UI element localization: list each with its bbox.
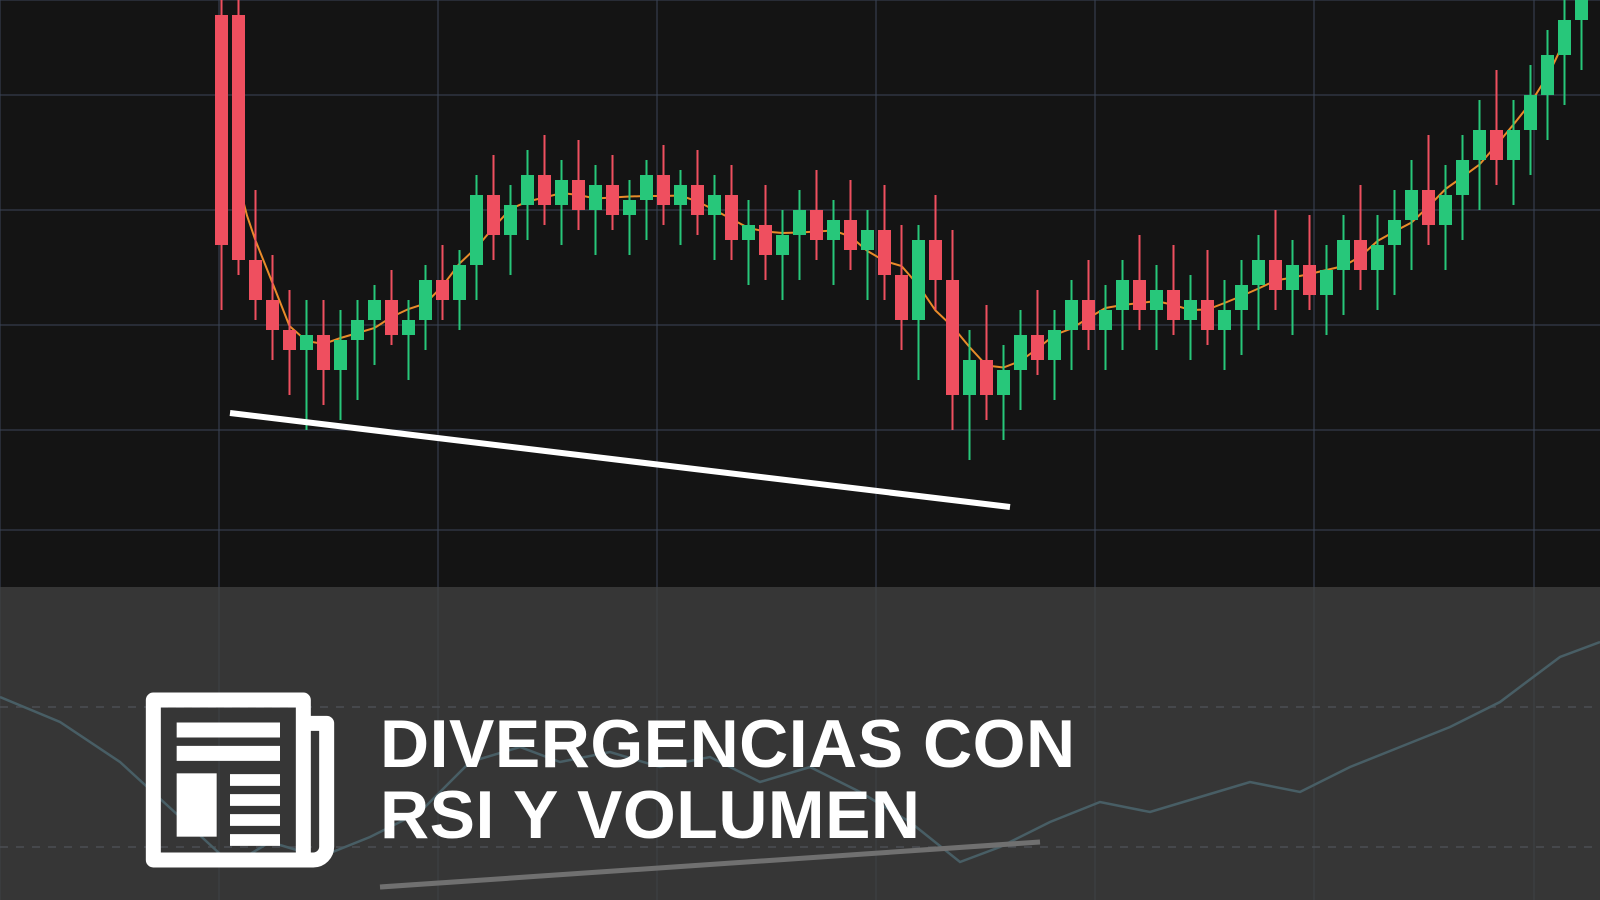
price-chart-panel: [0, 0, 1600, 587]
headline-line-1: DIVERGENCIAS CON: [380, 709, 1076, 780]
headline-text: DIVERGENCIAS CON RSI Y VOLUMEN: [380, 709, 1076, 852]
headline-line-2: RSI Y VOLUMEN: [380, 780, 1076, 851]
newspaper-icon: [140, 680, 340, 880]
price-chart-svg: [0, 0, 1600, 587]
title-block: DIVERGENCIAS CON RSI Y VOLUMEN: [140, 680, 1076, 880]
stage: DIVERGENCIAS CON RSI Y VOLUMEN: [0, 0, 1600, 900]
